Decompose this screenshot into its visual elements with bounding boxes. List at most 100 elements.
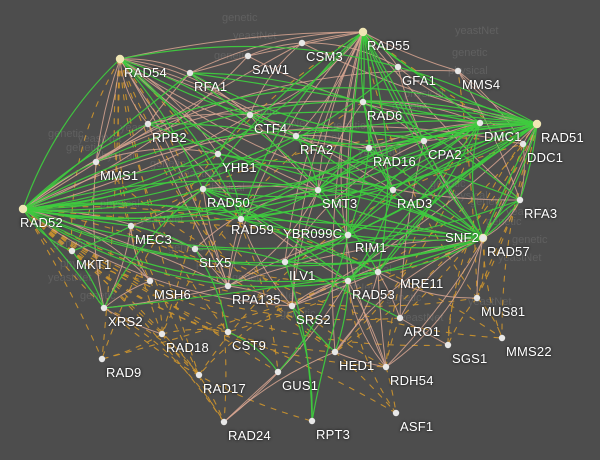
edge-yeastNet — [377, 237, 484, 273]
graph-node[interactable] — [444, 341, 452, 349]
graph-node[interactable] — [237, 215, 245, 223]
graph-node[interactable] — [195, 371, 203, 379]
graph-node[interactable] — [374, 268, 382, 276]
edge-physical — [347, 280, 387, 368]
edge-physical — [362, 31, 459, 72]
edge-genetic — [101, 333, 163, 360]
graph-node[interactable] — [382, 363, 390, 371]
graph-node[interactable] — [146, 277, 154, 285]
edge-genetic — [482, 237, 503, 339]
graph-node[interactable] — [532, 119, 542, 129]
graph-node[interactable] — [281, 258, 289, 266]
edge-genetic — [103, 307, 200, 376]
graph-node[interactable] — [220, 418, 228, 426]
graph-node[interactable] — [392, 409, 400, 417]
edge-yeastNet — [22, 180, 484, 239]
graph-node[interactable] — [127, 222, 135, 230]
graph-node[interactable] — [115, 54, 125, 64]
edge-genetic — [198, 280, 349, 376]
graph-node[interactable] — [224, 328, 232, 336]
graph-node[interactable] — [224, 282, 232, 290]
edge-genetic — [71, 58, 121, 252]
graph-node[interactable] — [292, 132, 300, 140]
edge-yeastNet — [202, 123, 538, 198]
edge-yeastNet — [194, 248, 286, 263]
graph-node[interactable] — [298, 39, 306, 47]
edge-physical — [345, 31, 364, 282]
edge-yeastNet — [240, 189, 319, 220]
graph-node[interactable] — [358, 27, 368, 37]
graph-node[interactable] — [479, 234, 487, 242]
edge-physical — [385, 237, 484, 368]
edge-yeastNet — [482, 123, 538, 239]
graph-node[interactable] — [516, 196, 524, 204]
edge-yeastNet — [362, 101, 370, 149]
edge-yeastNet — [217, 114, 251, 155]
edge-yeastNet — [189, 72, 481, 124]
graph-node[interactable] — [191, 245, 199, 253]
graph-node[interactable] — [365, 144, 373, 152]
edge-physical — [301, 42, 399, 68]
edge-yeastNet — [295, 135, 521, 201]
edge-yeastNet — [22, 161, 97, 210]
graph-node[interactable] — [473, 294, 481, 302]
graph-node[interactable] — [68, 247, 76, 255]
graph-node[interactable] — [214, 150, 222, 158]
graph-node[interactable] — [274, 368, 282, 376]
graph-node[interactable] — [244, 52, 252, 60]
graph-node[interactable] — [144, 120, 152, 128]
graph-node[interactable] — [344, 231, 352, 239]
edge-yeastNet — [119, 58, 242, 220]
graph-node[interactable] — [519, 140, 527, 148]
edge-yeastNet — [240, 218, 379, 273]
edge-yeastNet — [22, 208, 105, 309]
edge-yeastNet — [317, 189, 349, 236]
edge-yeastNet — [22, 199, 521, 250]
graph-node[interactable] — [186, 69, 194, 77]
edge-physical — [362, 101, 481, 124]
graph-node[interactable] — [454, 67, 462, 75]
graph-node[interactable] — [199, 185, 207, 193]
edge-yeastNet — [362, 31, 481, 124]
graph-node[interactable] — [314, 186, 322, 194]
graph-node[interactable] — [476, 119, 484, 127]
graph-node[interactable] — [158, 330, 166, 338]
graph-node[interactable] — [100, 304, 108, 312]
edge-genetic — [334, 122, 481, 353]
graph-node[interactable] — [246, 111, 254, 119]
edge-physical — [291, 31, 364, 307]
graph-node[interactable] — [18, 204, 28, 214]
edge-yeastNet — [284, 261, 401, 319]
edge-genetic — [198, 374, 225, 423]
graph-node[interactable] — [498, 334, 506, 342]
edge-yeastNet — [22, 147, 370, 220]
edge-genetic — [130, 225, 200, 376]
graph-node[interactable] — [389, 186, 397, 194]
edge-genetic — [22, 208, 387, 368]
edge-physical — [227, 234, 349, 287]
edge-yeastNet — [22, 31, 364, 210]
edge-yeastNet — [277, 234, 349, 373]
graph-node[interactable] — [92, 158, 100, 166]
graph-node[interactable] — [308, 417, 316, 425]
edge-yeastNet — [362, 31, 484, 239]
edge-physical — [476, 237, 484, 299]
graph-node[interactable] — [288, 302, 296, 310]
edge-yeastNet — [194, 248, 229, 333]
edge-yeastNet — [347, 122, 481, 282]
graph-node[interactable] — [420, 137, 428, 145]
edge-yeastNet — [22, 208, 379, 283]
graph-node[interactable] — [344, 277, 352, 285]
edge-yeastNet — [347, 123, 538, 236]
graph-node[interactable] — [394, 63, 402, 71]
graph-node[interactable] — [359, 98, 367, 106]
edge-yeastNet — [130, 225, 196, 250]
edge-physical — [119, 58, 319, 191]
graph-node[interactable] — [331, 348, 339, 356]
graph-node[interactable] — [98, 355, 106, 363]
edge-physical — [223, 351, 336, 423]
edge-physical — [147, 72, 191, 125]
edge-genetic — [22, 208, 225, 423]
graph-node[interactable] — [396, 314, 404, 322]
